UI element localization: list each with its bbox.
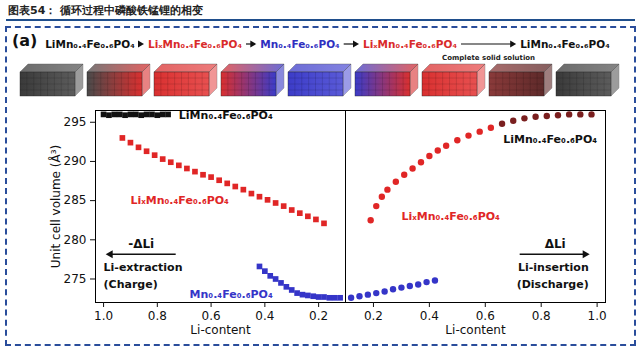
svg-text:(Charge): (Charge)	[104, 278, 158, 291]
svg-text:LiMn₀.₄Fe₀.₆PO₄: LiMn₀.₄Fe₀.₆PO₄	[45, 38, 135, 50]
svg-text:LiₓMn₀.₄Fe₀.₆PO₄: LiₓMn₀.₄Fe₀.₆PO₄	[401, 210, 500, 223]
html-text:图表54： 循环过程中磷酸铁锰锂的相变: 图表54： 循环过程中磷酸铁锰锂的相变	[8, 4, 204, 17]
svg-text:(Discharge): (Discharge)	[517, 278, 589, 291]
svg-text:0.4: 0.4	[255, 309, 274, 323]
svg-text:295: 295	[64, 115, 87, 129]
svg-text:Li-content: Li-content	[445, 323, 506, 337]
svg-text:275: 275	[64, 272, 87, 286]
svg-text:0.2: 0.2	[364, 309, 383, 323]
svg-text:ΔLi: ΔLi	[545, 237, 566, 251]
svg-text:LiₓMn₀.₄Fe₀.₆PO₄: LiₓMn₀.₄Fe₀.₆PO₄	[148, 38, 242, 50]
svg-text:(a): (a)	[12, 31, 37, 50]
svg-text:LiₓMn₀.₄Fe₀.₆PO₄: LiₓMn₀.₄Fe₀.₆PO₄	[130, 194, 229, 207]
svg-text:285: 285	[64, 193, 87, 207]
svg-text:0.8: 0.8	[532, 309, 551, 323]
svg-text:Li-extraction: Li-extraction	[104, 261, 183, 274]
svg-text:0.6: 0.6	[476, 309, 495, 323]
svg-text:0.8: 0.8	[148, 309, 167, 323]
svg-text:LiMn₀.₄Fe₀.₆PO₄: LiMn₀.₄Fe₀.₆PO₄	[503, 133, 597, 146]
svg-text:Mn₀.₄Fe₀.₆PO₄: Mn₀.₄Fe₀.₆PO₄	[190, 288, 273, 301]
svg-text:Complete solid solution: Complete solid solution	[442, 54, 535, 62]
svg-text:280: 280	[64, 233, 87, 247]
svg-text:Mn₀.₄Fe₀.₆PO₄: Mn₀.₄Fe₀.₆PO₄	[260, 38, 340, 50]
svg-text:LiₓMn₀.₄Fe₀.₆PO₄: LiₓMn₀.₄Fe₀.₆PO₄	[363, 38, 457, 50]
svg-text:Li-content: Li-content	[190, 323, 251, 337]
svg-text:1.0: 1.0	[588, 309, 607, 323]
svg-text:LiMn₀.₄Fe₀.₆PO₄: LiMn₀.₄Fe₀.₆PO₄	[179, 109, 273, 122]
svg-text:290: 290	[64, 154, 87, 168]
svg-text:0.6: 0.6	[202, 309, 221, 323]
svg-text:-ΔLi: -ΔLi	[128, 237, 154, 251]
svg-text:0.2: 0.2	[309, 309, 328, 323]
svg-text:0.4: 0.4	[420, 309, 439, 323]
svg-text:Li-insertion: Li-insertion	[518, 261, 589, 274]
svg-text:Unit cell volume (Å³): Unit cell volume (Å³)	[48, 145, 63, 268]
svg-text:1.0: 1.0	[94, 309, 113, 323]
svg-text:LiMn₀.₄Fe₀.₆PO₄: LiMn₀.₄Fe₀.₆PO₄	[520, 38, 610, 50]
